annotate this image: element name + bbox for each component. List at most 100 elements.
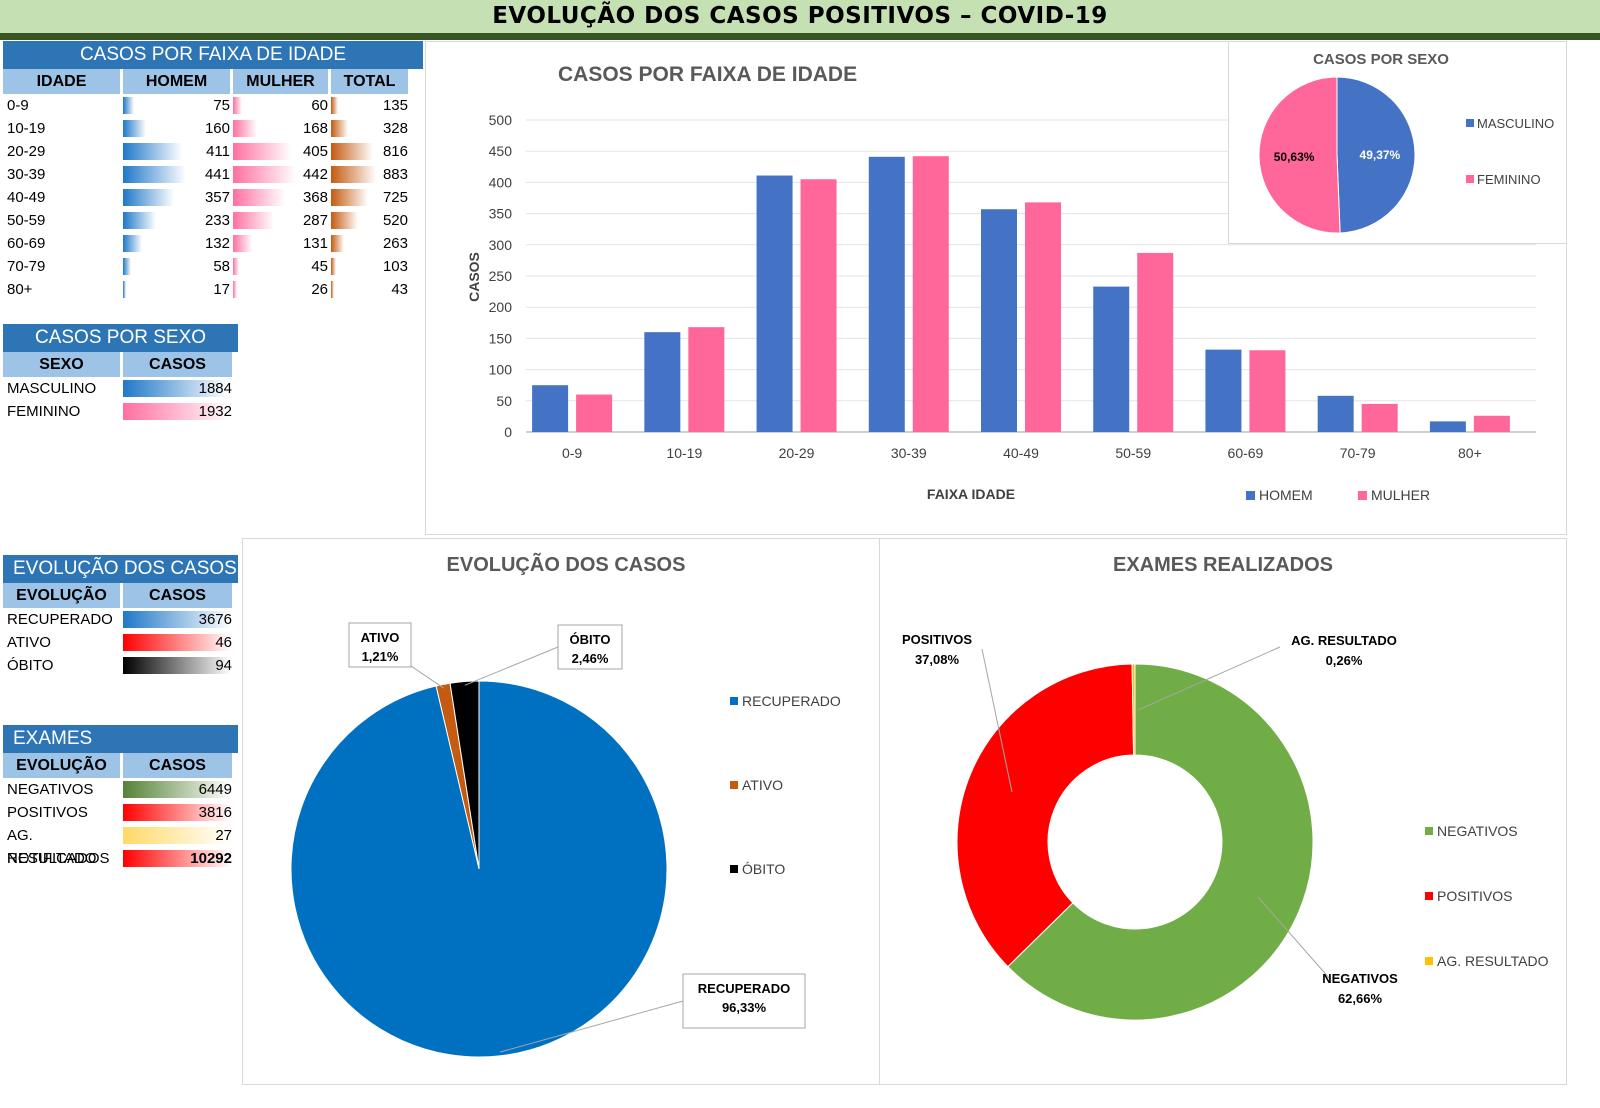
legend-swatch-ativo: [730, 781, 738, 789]
age-homem-value: 17: [213, 281, 230, 298]
age-total-cell: 816: [331, 140, 411, 163]
age-table-header-idade: IDADE: [3, 69, 123, 94]
data-bar: [123, 212, 157, 229]
sex-pie-title: CASOS POR SEXO: [1313, 51, 1449, 68]
age-total-cell: 263: [331, 232, 411, 255]
sex-value: 1932: [198, 403, 232, 420]
age-total-value: 263: [382, 235, 408, 252]
data-bar: [123, 380, 229, 397]
age-mulher-cell: 168: [233, 117, 331, 140]
exams-donut-chart: EXAMES REALIZADOS NEGATIVOS 62,66% POSITIVO…: [902, 554, 1549, 1021]
legend-label-recuperado: RECUPERADO: [742, 693, 841, 709]
age-total-cell: 103: [331, 255, 411, 278]
table-row: MASCULINO 1884: [3, 377, 238, 400]
table-row: 10-19 160 168 328: [3, 117, 423, 140]
table-row: 80+ 17 26 43: [3, 278, 423, 301]
age-mulher-cell: 26: [233, 278, 331, 301]
table-row: 20-29 411 405 816: [3, 140, 423, 163]
age-total-cell: 520: [331, 209, 411, 232]
x-tick-label: 20-29: [779, 445, 815, 461]
data-bar: [233, 166, 296, 183]
callout-value-positivos: 37,08%: [915, 652, 960, 667]
bar-homem-20-29: [756, 175, 793, 432]
data-bar: [233, 281, 237, 298]
data-bar: [331, 97, 338, 114]
sex-pie-chart: CASOS POR SEXO 49,37% 50,63% MASCULINO FEMIN…: [1258, 51, 1554, 234]
evolution-table-title: EVOLUÇÃO DOS CASOS: [3, 555, 238, 583]
age-mulher-value: 131: [302, 235, 328, 252]
exams-table: EXAMES EVOLUÇÃO CASOS NEGATIVOS 6449 POSITIVO…: [3, 725, 238, 870]
exams-donut-title: EXAMES REALIZADOS: [1113, 554, 1333, 576]
data-bar: [123, 634, 231, 651]
data-bar: [123, 258, 132, 275]
age-total-value: 725: [382, 189, 408, 206]
y-axis-label: CASOS: [466, 252, 482, 302]
slice-feminino: [1258, 76, 1341, 234]
bar-mulher-80: [1473, 415, 1510, 432]
evolution-value: 94: [215, 657, 232, 674]
sex-header-sexo: SEXO: [3, 352, 123, 377]
data-bar: [123, 97, 134, 114]
exams-header-evolucao: EVOLUÇÃO: [3, 753, 123, 778]
data-bar: [123, 804, 231, 821]
table-row: NOTIFICADOS 10292: [3, 847, 238, 870]
x-tick-label: 70-79: [1340, 445, 1376, 461]
legend-label-homem: HOMEM: [1259, 487, 1313, 503]
callout-value-recuperado: 96,33%: [722, 1000, 767, 1015]
bar-homem-10-19: [644, 332, 681, 432]
table-row: 30-39 441 442 883: [3, 163, 423, 186]
age-label: 20-29: [7, 143, 46, 160]
data-bar: [123, 781, 231, 798]
age-mulher-value: 287: [302, 212, 328, 229]
bar-homem-60-69: [1205, 349, 1242, 432]
y-tick-label: 350: [489, 206, 513, 222]
legend-label-obito: ÓBITO: [742, 861, 785, 877]
legend-label-ativo: ATIVO: [742, 777, 783, 793]
callout-value-obito: 2,46%: [572, 651, 609, 666]
slice-masculino: [1336, 76, 1416, 234]
exams-value-cell: 3816: [123, 801, 235, 824]
data-bar: [331, 143, 373, 160]
age-label: 60-69: [7, 235, 46, 252]
callout-name-positivos: POSITIVOS: [902, 632, 972, 647]
data-bar: [331, 258, 337, 275]
exams-value: 27: [215, 827, 232, 844]
age-mulher-value: 26: [311, 281, 328, 298]
age-table-header-total: TOTAL: [331, 69, 411, 94]
y-tick-label: 50: [496, 393, 512, 409]
slice-positivos: [956, 663, 1135, 968]
exams-donut-chart-panel: EXAMES REALIZADOS NEGATIVOS 62,66% POSITIVO…: [879, 538, 1567, 1085]
age-bar-chart-panel: CASOS POR FAIXA DE IDADE 0 50 100 150 200 250 3…: [425, 41, 1567, 535]
age-table-title: CASOS POR FAIXA DE IDADE: [3, 41, 423, 69]
table-row: 50-59 233 287 520: [3, 209, 423, 232]
leader-line: [981, 648, 1013, 793]
data-bar: [123, 827, 231, 844]
bar-homem-30-39: [868, 156, 905, 432]
callout-box-recuperado: [682, 973, 806, 1029]
exams-value: 6449: [198, 781, 232, 798]
data-bar: [123, 166, 186, 183]
y-tick-label: 200: [489, 299, 513, 315]
exams-value-cell: 10292: [123, 847, 235, 870]
exams-value-cell: 6449: [123, 778, 235, 801]
bar-mulher-30-39: [912, 156, 949, 432]
legend-swatch-obito: [730, 865, 738, 873]
bar-chart-title: CASOS POR FAIXA DE IDADE: [558, 63, 857, 86]
age-homem-value: 58: [213, 258, 230, 275]
data-bar: [233, 235, 252, 252]
data-bar: [123, 235, 142, 252]
age-table-header-row: IDADE HOMEM MULHER TOTAL: [3, 69, 423, 94]
age-total-value: 520: [382, 212, 408, 229]
data-bar: [331, 281, 334, 298]
callout-value-negativos: 62,66%: [1338, 991, 1383, 1006]
table-row: NEGATIVOS 6449: [3, 778, 238, 801]
exams-label: NEGATIVOS: [7, 781, 94, 798]
evolution-value-cell: 94: [123, 654, 235, 677]
data-bar: [233, 189, 286, 206]
data-bar: [331, 120, 348, 137]
table-row: ÓBITO 94: [3, 654, 238, 677]
y-tick-label: 300: [489, 237, 513, 253]
y-tick-label: 250: [489, 268, 513, 284]
age-mulher-cell: 368: [233, 186, 331, 209]
legend-swatch-positivos: [1425, 892, 1433, 900]
